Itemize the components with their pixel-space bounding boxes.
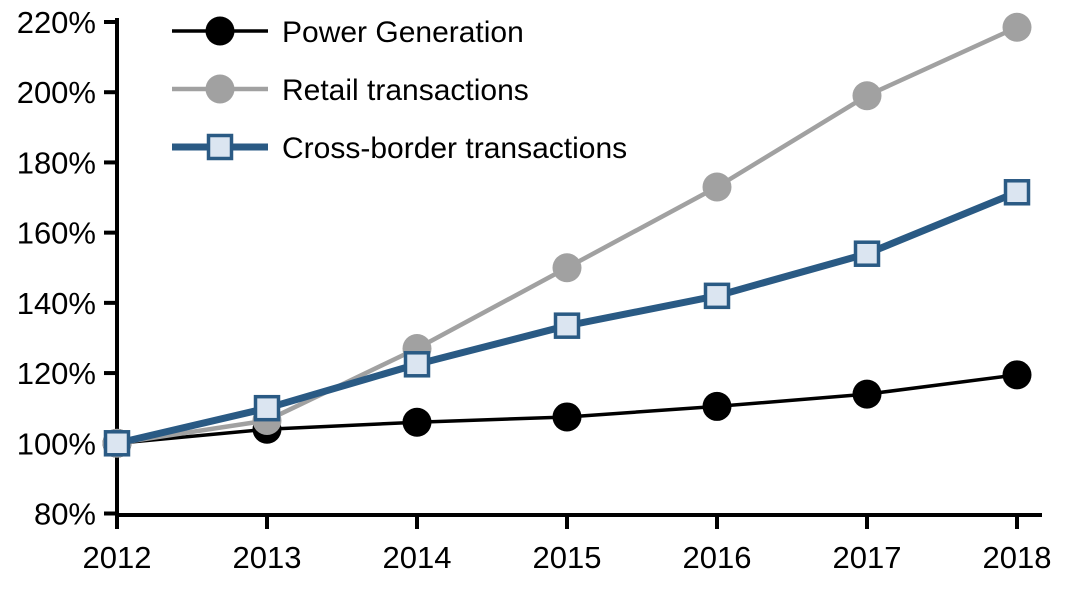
x-tick-label: 2015 — [533, 540, 602, 575]
x-tick-label: 2014 — [383, 540, 452, 575]
x-tick-label: 2017 — [833, 540, 902, 575]
data-point-power-generation — [1002, 360, 1032, 390]
legend-marker-retail-transactions — [205, 74, 235, 104]
data-point-retail-transactions — [702, 172, 732, 202]
legend-marker-cross-border-transactions — [206, 133, 234, 161]
y-tick-label: 180% — [17, 145, 96, 180]
x-tick-label: 2013 — [233, 540, 302, 575]
x-tick-label: 2016 — [683, 540, 752, 575]
data-point-power-generation — [402, 407, 432, 437]
data-point-cross-border-transactions — [103, 430, 131, 457]
data-point-retail-transactions — [552, 253, 582, 283]
y-tick-label: 80% — [34, 497, 96, 532]
data-point-cross-border-transactions — [253, 394, 281, 422]
y-tick-label: 140% — [17, 286, 96, 321]
y-tick-label: 120% — [17, 356, 96, 391]
data-point-cross-border-transactions — [403, 351, 431, 378]
data-point-cross-border-transactions — [1003, 179, 1031, 206]
data-point-power-generation — [852, 379, 882, 409]
x-tick-label: 2018 — [983, 540, 1052, 575]
y-tick-label: 200% — [17, 75, 96, 110]
data-point-power-generation — [552, 402, 582, 432]
data-point-power-generation — [702, 391, 732, 421]
data-point-retail-transactions — [852, 81, 882, 111]
x-tick-label: 2012 — [83, 540, 152, 575]
legend-label-power-generation: Power Generation — [282, 16, 524, 49]
legend-label-retail-transactions: Retail transactions — [282, 74, 529, 107]
legend-label-cross-border-transactions: Cross-border transactions — [282, 132, 627, 165]
y-tick-label: 160% — [17, 216, 96, 251]
legend-marker-power-generation — [205, 16, 235, 46]
y-tick-label: 220% — [17, 5, 96, 40]
y-tick-label: 100% — [17, 426, 96, 461]
data-point-cross-border-transactions — [853, 240, 881, 267]
data-point-retail-transactions — [1002, 12, 1032, 42]
data-point-cross-border-transactions — [553, 312, 581, 339]
data-point-cross-border-transactions — [703, 282, 731, 310]
